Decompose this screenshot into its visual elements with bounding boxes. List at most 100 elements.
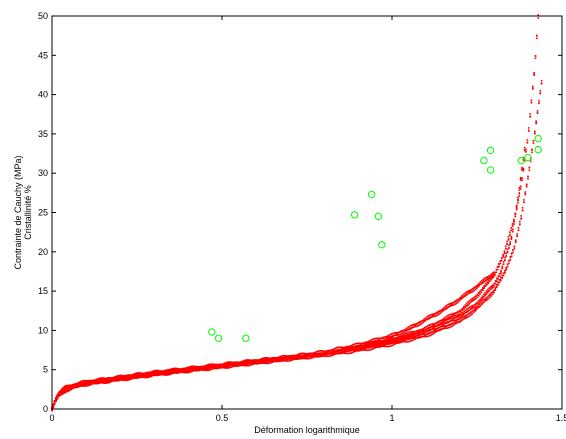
stress-point: [393, 343, 396, 345]
stress-point: [471, 307, 473, 310]
stress-point: [407, 326, 409, 329]
stress-point: [490, 278, 492, 281]
stress-point: [283, 357, 286, 359]
stress-point: [346, 346, 349, 349]
stress-point: [213, 366, 216, 369]
stress-point: [386, 335, 388, 338]
stress-point: [258, 362, 261, 364]
stress-point: [458, 299, 461, 302]
stress-point: [62, 387, 64, 389]
stress-point: [148, 375, 150, 377]
stress-point: [320, 355, 322, 358]
stress-point: [278, 357, 280, 360]
stress-point: [468, 312, 471, 315]
stress-point: [352, 344, 354, 346]
stress-point: [253, 359, 255, 361]
stress-point: [114, 379, 116, 381]
stress-point: [525, 148, 527, 151]
stress-point: [295, 354, 297, 357]
stress-point: [427, 327, 430, 329]
stress-point: [127, 379, 129, 381]
stress-point: [414, 337, 416, 339]
stress-point: [319, 355, 321, 358]
stress-point: [391, 344, 393, 347]
stress-point: [397, 331, 400, 334]
stress-point: [493, 289, 495, 292]
stress-point: [418, 334, 421, 336]
stress-point: [228, 365, 231, 367]
stress-point: [284, 356, 287, 359]
stress-point: [428, 317, 430, 320]
stress-point: [383, 336, 386, 339]
stress-point: [269, 360, 271, 362]
stress-point: [299, 357, 301, 360]
stress-point: [389, 338, 392, 341]
stress-point: [515, 208, 518, 211]
plot-marks: [51, 14, 543, 412]
stress-point: [420, 331, 422, 334]
stress-point: [363, 347, 366, 350]
stress-point: [425, 318, 428, 321]
stress-point: [494, 280, 497, 283]
stress-point: [295, 358, 298, 360]
stress-point: [359, 346, 362, 349]
stress-point: [266, 358, 269, 361]
stress-point: [140, 374, 143, 377]
stress-point: [336, 352, 338, 355]
stress-point: [482, 302, 484, 304]
stress-point: [412, 336, 415, 339]
stress-point: [348, 346, 350, 349]
stress-point: [105, 379, 107, 381]
stress-point: [261, 360, 263, 362]
stress-point: [374, 340, 376, 343]
stress-point: [421, 328, 423, 331]
stress-point: [280, 355, 283, 357]
stress-point: [463, 308, 465, 310]
stress-point: [208, 369, 211, 371]
stress-point: [324, 354, 326, 357]
stress-point: [414, 332, 417, 335]
stress-point: [497, 281, 499, 284]
stress-point: [476, 287, 478, 290]
stress-point: [308, 353, 311, 355]
stress-point: [350, 352, 352, 354]
stress-point: [315, 351, 317, 353]
stress-point: [492, 276, 495, 278]
stress-point: [414, 335, 417, 337]
stress-point: [387, 343, 389, 345]
stress-point: [242, 360, 245, 362]
stress-point: [474, 288, 477, 291]
stress-point: [86, 381, 89, 384]
stress-point: [191, 365, 193, 368]
stress-point: [255, 361, 258, 363]
stress-point: [184, 369, 187, 372]
stress-point: [410, 332, 413, 335]
stress-curve: [51, 146, 526, 412]
stress-point: [502, 274, 505, 277]
stress-point: [101, 381, 103, 383]
stress-point: [464, 306, 467, 308]
stress-point: [468, 303, 471, 305]
stress-point: [307, 355, 309, 357]
stress-point: [313, 354, 316, 357]
stress-point: [517, 202, 519, 204]
stress-point: [485, 278, 488, 281]
stress-point: [488, 277, 491, 280]
stress-point: [472, 290, 474, 293]
stress-point: [152, 371, 154, 373]
stress-point: [135, 373, 137, 375]
stress-point: [480, 297, 483, 299]
stress-point: [513, 245, 516, 248]
stress-point: [447, 318, 450, 320]
stress-point: [135, 376, 137, 378]
stress-point: [462, 293, 465, 296]
stress-point: [451, 319, 454, 322]
stress-point: [438, 326, 441, 329]
stress-point: [442, 322, 445, 325]
stress-point: [521, 209, 524, 212]
stress-point: [526, 139, 529, 141]
stress-point: [246, 363, 249, 365]
stress-point: [513, 220, 515, 223]
stress-point: [467, 292, 470, 295]
stress-point: [265, 361, 267, 364]
